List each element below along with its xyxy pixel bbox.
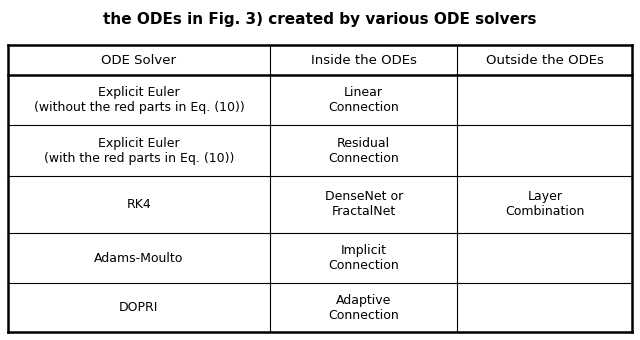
Text: Layer
Combination: Layer Combination xyxy=(505,190,584,218)
Text: DenseNet or
FractalNet: DenseNet or FractalNet xyxy=(324,190,403,218)
Text: Linear
Connection: Linear Connection xyxy=(328,86,399,114)
Text: Adams-Moulto: Adams-Moulto xyxy=(94,252,184,265)
Text: DOPRI: DOPRI xyxy=(119,301,159,314)
Text: Implicit
Connection: Implicit Connection xyxy=(328,244,399,272)
Text: Inside the ODEs: Inside the ODEs xyxy=(311,54,417,67)
Text: Adaptive
Connection: Adaptive Connection xyxy=(328,293,399,322)
Text: Residual
Connection: Residual Connection xyxy=(328,137,399,165)
Text: the ODEs in Fig. 3) created by various ODE solvers: the ODEs in Fig. 3) created by various O… xyxy=(103,12,537,27)
Text: Outside the ODEs: Outside the ODEs xyxy=(486,54,604,67)
Text: Explicit Euler
(with the red parts in Eq. (10)): Explicit Euler (with the red parts in Eq… xyxy=(44,137,234,165)
Text: Explicit Euler
(without the red parts in Eq. (10)): Explicit Euler (without the red parts in… xyxy=(33,86,244,114)
Text: ODE Solver: ODE Solver xyxy=(101,54,177,67)
Text: RK4: RK4 xyxy=(127,198,151,211)
